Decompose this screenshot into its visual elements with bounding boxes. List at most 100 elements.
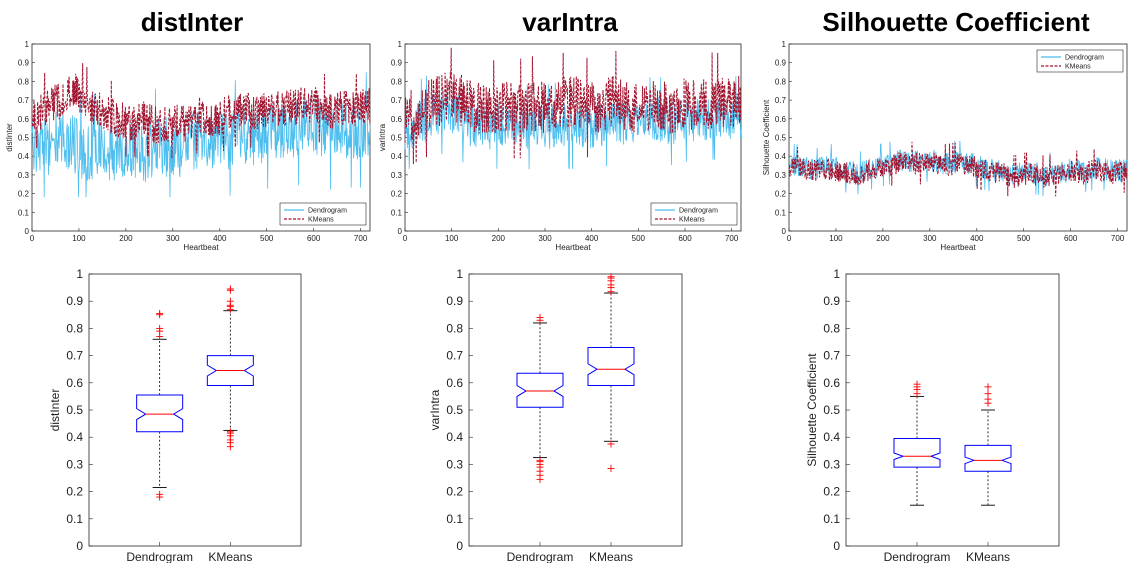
y-tick-label: 0.5 [18,134,30,143]
plot-area [788,43,1128,232]
y-tick-label: 0.6 [18,115,30,124]
series-line-dendrogram [31,72,371,198]
y-tick-label: 0.3 [823,457,840,471]
x-tick-label: 400 [585,234,599,243]
y-tick-label: 0.7 [391,96,403,105]
y-tick-label: 0.8 [823,321,840,335]
y-tick-label: 0.5 [823,403,840,417]
x-axis-label: Heartbeat [940,243,976,252]
chart-title: distInter [141,7,244,37]
y-tick-label: 1 [833,267,840,281]
y-tick-label: 0.7 [446,349,463,363]
legend-box [279,202,367,226]
y-tick-label: 0 [398,227,403,236]
y-tick-label: 0.2 [775,190,787,199]
y-axis-label: distInter [5,123,14,152]
y-tick-label: 0.8 [391,77,403,86]
x-tick-label: 700 [725,234,739,243]
x-tick-label: 700 [1111,234,1125,243]
box-chart-2: 0 0.1 0.2 0.3 0.4 0.5 0.6 0.7 0.8 0.9 1 varIntra Den… [428,267,683,563]
notched-box-dendrogram [893,438,941,468]
x-tick-label: 700 [354,234,368,243]
legend-box [1036,49,1124,73]
outlier-marker [226,428,234,436]
y-tick-label: 0.1 [391,208,403,217]
y-tick-label: 0 [782,227,787,236]
outlier-marker [156,324,164,332]
y-tick-label: 0.8 [66,321,83,335]
y-tick-label: 0.3 [18,171,30,180]
outlier-marker [156,309,164,317]
y-tick-label: 0.4 [18,152,30,161]
outlier-marker [536,456,544,464]
outlier-marker [536,314,544,322]
y-tick-label: 0.6 [823,376,840,390]
y-tick-label: 0.6 [775,115,787,124]
y-tick-label: 0.2 [66,485,83,499]
notched-box-dendrogram [516,372,564,408]
y-axis-label: varIntra [378,123,387,151]
x-tick-label: KMeans [966,550,1010,563]
x-tick-label: 200 [876,234,890,243]
outlier-marker [607,273,615,281]
x-tick-label: Dendrogram [507,550,574,563]
x-tick-label: Dendrogram [126,550,193,563]
x-tick-label: 500 [260,234,274,243]
y-tick-label: 0.4 [66,430,83,444]
x-tick-label: 300 [166,234,180,243]
line-chart-2: 0 0.1 0.2 0.3 0.4 0.5 0.6 0.7 0.8 0.9 1 0 100 200 300 4… [378,40,742,252]
y-tick-label: 0.1 [446,512,463,526]
chart-title: varIntra [522,7,618,37]
y-tick-label: 0.3 [446,457,463,471]
y-tick-label: 0.7 [823,349,840,363]
y-tick-label: 0 [76,539,83,553]
y-tick-label: 1 [398,40,403,49]
chart-title: Silhouette Coefficient [822,7,1090,37]
y-tick-label: 0.8 [18,77,30,86]
x-tick-label: 100 [72,234,86,243]
y-tick-label: 0.4 [775,152,787,161]
y-tick-label: 0.7 [18,96,30,105]
y-tick-label: 0 [456,539,463,553]
x-tick-label: 200 [119,234,133,243]
y-tick-label: 1 [25,40,30,49]
y-tick-label: 0.9 [66,294,83,308]
box-chart-1: 0 0.1 0.2 0.3 0.4 0.5 0.6 0.7 0.8 0.9 1 distInter De… [48,267,302,563]
y-tick-label: 0.2 [446,485,463,499]
y-tick-label: 0.5 [446,403,463,417]
y-tick-label: 0.9 [18,59,30,68]
y-tick-label: 0.1 [18,208,30,217]
outlier-marker [984,383,992,391]
plot-area [88,273,302,547]
notched-box-dendrogram [136,394,184,433]
outlier-marker [156,490,164,498]
x-tick-label: 100 [829,234,843,243]
box-chart-3: 0 0.1 0.2 0.3 0.4 0.5 0.6 0.7 0.8 0.9 1 Silhouette … [805,267,1060,563]
outlier-marker [913,380,921,388]
y-tick-label: 0 [25,227,30,236]
legend-label-kmeans: KMeans [679,217,705,224]
y-tick-label: 0.3 [391,171,403,180]
y-tick-label: 1 [782,40,787,49]
y-tick-label: 0.9 [446,294,463,308]
legend-box [650,202,738,226]
outlier-marker [226,285,234,293]
notched-box-kmeans [587,346,635,387]
y-tick-label: 0.4 [823,430,840,444]
y-tick-label: 0.5 [775,134,787,143]
y-tick-label: 0.4 [391,152,403,161]
x-tick-label: 0 [30,234,35,243]
y-axis-label: distInter [48,389,62,432]
x-tick-label: 500 [1017,234,1031,243]
x-tick-label: 200 [492,234,506,243]
series-line-kmeans [404,47,742,165]
outlier-marker [607,440,615,448]
x-axis-label: Heartbeat [555,243,591,252]
x-tick-label: 400 [213,234,227,243]
legend-label-dendrogram: Dendrogram [308,208,347,215]
plot-area [845,273,1060,547]
y-tick-label: 0.5 [391,134,403,143]
line-chart-1: 0 0.1 0.2 0.3 0.4 0.5 0.6 0.7 0.8 0.9 1 0 100 200 300 4… [5,40,371,252]
y-axis-label: Silhouette Coefficient [805,353,819,467]
